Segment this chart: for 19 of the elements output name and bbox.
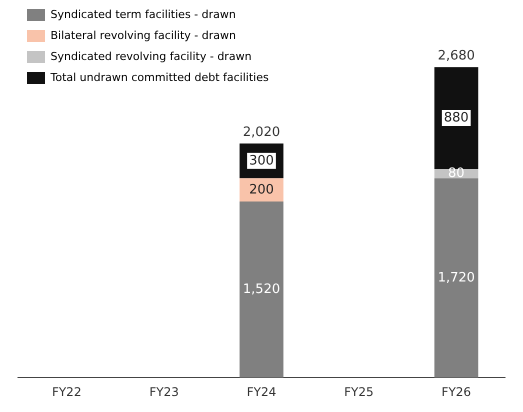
- bar: [434, 178, 478, 378]
- total-label: 2,020: [242, 124, 280, 140]
- legend-label: Syndicated revolving facility - drawn: [50, 50, 252, 63]
- x-tick-label: FY26: [442, 384, 472, 399]
- data-label: 1,720: [438, 270, 475, 286]
- legend-label: Total undrawn committed debt facilities: [50, 70, 269, 84]
- x-tick-label: FY24: [246, 384, 276, 399]
- data-label: 1,520: [242, 282, 280, 297]
- x-tick-label: FY22: [52, 384, 82, 399]
- data-label: 300: [249, 153, 274, 168]
- bar: [240, 201, 284, 378]
- x-tick-label: FY23: [149, 384, 179, 399]
- legend-label: Bilateral revolving facility - drawn: [50, 28, 236, 42]
- data-label: 200: [249, 182, 274, 198]
- data-label: 880: [444, 110, 469, 126]
- legend-label: Syndicated term facilities - drawn: [50, 8, 236, 21]
- data-label: 80: [448, 166, 465, 182]
- x-tick-label: FY25: [344, 384, 374, 399]
- total-label: 2,680: [438, 48, 475, 64]
